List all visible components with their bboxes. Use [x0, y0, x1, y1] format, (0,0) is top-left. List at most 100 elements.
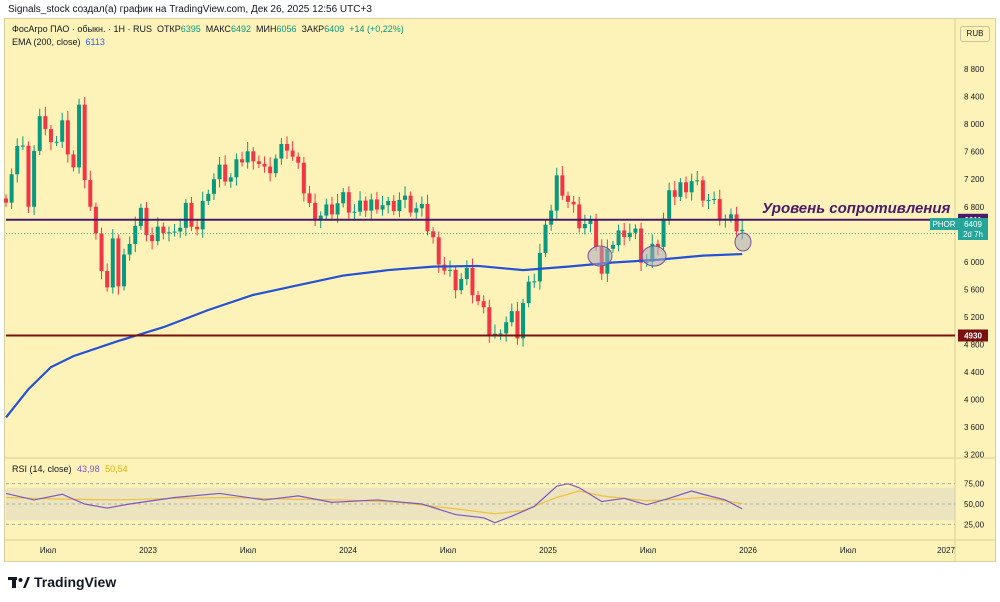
touch-marker [734, 232, 752, 252]
candle-body [543, 224, 548, 254]
chart-frame[interactable] [4, 18, 996, 562]
y-tick-label: 4 400 [964, 368, 985, 377]
candle-body [133, 225, 138, 244]
candle-body [217, 164, 222, 180]
close-label: ЗАКР [301, 24, 325, 34]
candle-body [318, 215, 323, 220]
candle-body [77, 104, 82, 168]
ema-legend[interactable]: EMA (200, close) 6113 [12, 37, 105, 47]
candle-body [251, 151, 256, 162]
ema-line [5, 252, 743, 419]
low-value: 6056 [276, 24, 297, 34]
tradingview-logo-icon [8, 577, 30, 588]
candle-body [296, 156, 301, 163]
symbol-legend[interactable]: ФосАгро ПАО · обыкн. · 1Н · RUS ОТКР6395… [12, 24, 404, 34]
y-tick-label: 7 200 [964, 175, 985, 184]
candle-body [633, 228, 638, 233]
tradingview-brand: TradingView [34, 574, 117, 590]
candle-body [285, 143, 289, 151]
candle-body [195, 226, 200, 230]
candle-body [481, 301, 486, 308]
candle-body [183, 202, 188, 228]
candle-body [122, 254, 127, 287]
ema-value: 6113 [85, 37, 105, 47]
low-label: МИН [255, 24, 277, 34]
candle-body [397, 199, 402, 212]
candle-body [616, 230, 621, 246]
candle-body [476, 295, 481, 302]
candle-body [700, 180, 705, 201]
change-value: +14 (+0,22%) [349, 24, 404, 34]
support-price-tag-bg [958, 329, 988, 342]
rsi-legend[interactable]: RSI (14, close) 43,98 50,54 [12, 464, 128, 474]
rsi-value: 43,98 [77, 464, 100, 474]
candle-body [386, 200, 391, 206]
candle-body [268, 166, 273, 174]
candle-body [532, 281, 537, 283]
currency-button[interactable]: RUB [960, 26, 990, 42]
candle-body [329, 204, 334, 215]
candle-body [526, 281, 531, 304]
close-value: 6409 [324, 24, 345, 34]
candle-body [492, 333, 497, 335]
y-tick-label: 4 800 [964, 340, 985, 349]
candle-body [358, 200, 363, 212]
candle-body [678, 182, 683, 197]
x-tick-label: 2023 [139, 546, 157, 555]
tradingview-logo[interactable]: TradingView [8, 572, 116, 592]
candle-body [290, 150, 295, 157]
candle-body [566, 195, 570, 202]
candle-body [403, 195, 408, 200]
rsi-label: RSI (14, close) [12, 464, 72, 474]
candle-body [341, 192, 346, 204]
candle-body [189, 202, 194, 227]
candle-body [352, 211, 357, 213]
y-tick-label: 7 600 [964, 148, 985, 157]
y-tick-label: 3 200 [964, 451, 985, 460]
candle-body [54, 141, 59, 143]
x-tick-label: 2025 [539, 546, 557, 555]
candle-body [307, 193, 312, 203]
rsi-tick-label: 50,00 [964, 500, 985, 509]
candle-body [627, 232, 632, 238]
candle-body [560, 175, 565, 196]
candle-body [689, 181, 694, 193]
symbol-name: ФосАгро ПАО · обыкн. · 1Н · RUS [12, 24, 152, 34]
candle-body [105, 271, 110, 288]
x-tick-label: Июл [840, 546, 857, 555]
candle-body [99, 233, 104, 272]
y-tick-label: 5 200 [964, 313, 985, 322]
candle-body [521, 303, 526, 339]
candle-body [256, 161, 261, 164]
open-value: 6395 [180, 24, 201, 34]
candle-body [734, 214, 739, 232]
candle-body [655, 243, 660, 247]
candle-body [487, 307, 492, 335]
rsi-line [5, 483, 743, 524]
candle-body [594, 219, 599, 247]
candle-body [374, 199, 379, 210]
candle-body [369, 199, 374, 211]
candle-body [88, 180, 93, 207]
touch-marker [587, 245, 613, 267]
candle-body [211, 179, 216, 194]
candle-body [684, 182, 689, 193]
candle-body [515, 311, 520, 339]
candle-body [706, 199, 711, 201]
x-tick-label: 2027 [937, 546, 955, 555]
candle-body [4, 198, 8, 203]
candle-body [71, 154, 76, 168]
candle-body [43, 116, 48, 130]
candle-body [110, 238, 115, 288]
candle-body [740, 229, 745, 232]
candle-body [498, 333, 503, 335]
candle-body [661, 218, 666, 247]
x-tick-label: Июл [440, 546, 457, 555]
candle-body [279, 143, 284, 159]
candle-body [577, 204, 582, 229]
last-price-tag: 6409 [964, 220, 982, 229]
candle-body [363, 200, 368, 211]
candle-body [695, 180, 700, 182]
candle-body [324, 204, 329, 216]
